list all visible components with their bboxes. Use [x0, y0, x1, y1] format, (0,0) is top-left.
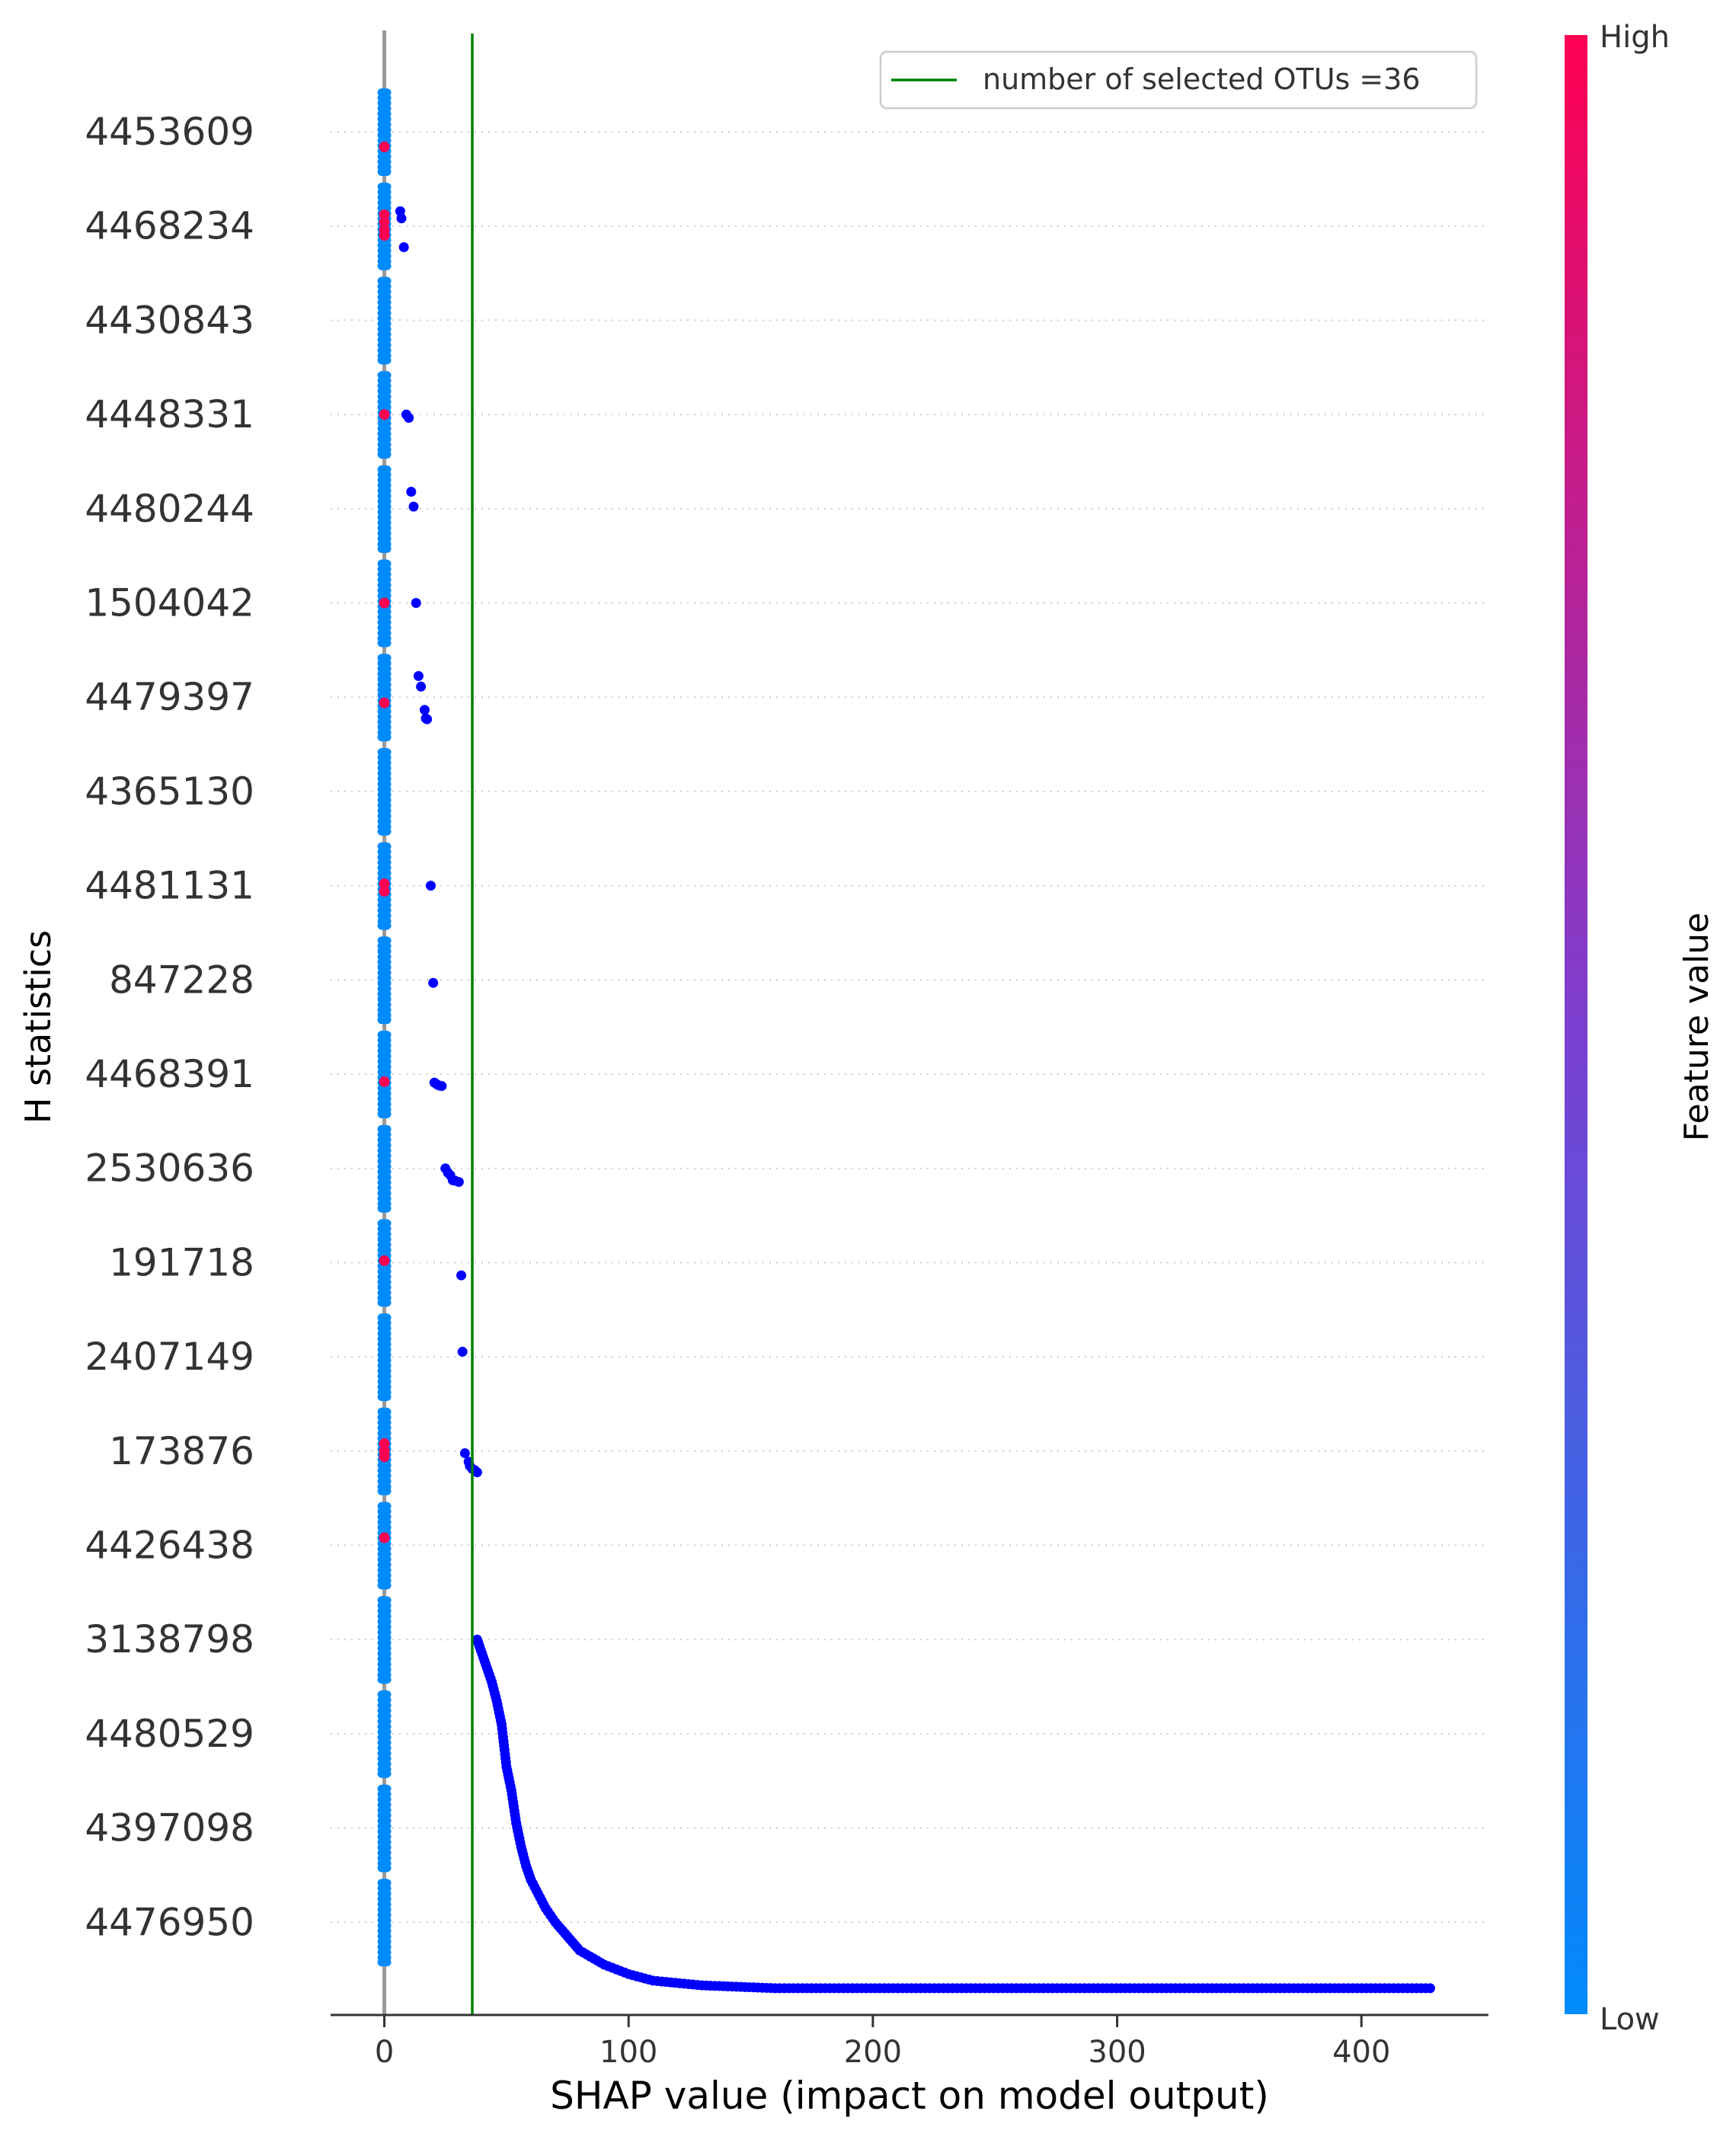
colorbar-low-label: Low	[1600, 2002, 1660, 2037]
point-high-value	[379, 1076, 390, 1087]
point-low-cluster	[377, 1204, 392, 1213]
point-high-value	[379, 141, 390, 152]
y-tick-label: 3138798	[85, 1617, 254, 1661]
point-low-cluster	[377, 1581, 392, 1590]
point-outlier	[404, 413, 414, 424]
point-outlier	[419, 705, 430, 715]
colorbar-high-label: High	[1600, 20, 1670, 55]
y-axis-labels: 4453609 4468234 4430843 4448331 4480244 15040…	[85, 110, 254, 1944]
point-tail	[1424, 1983, 1435, 1994]
point-low-cluster	[377, 921, 392, 930]
point-low-cluster	[377, 1958, 392, 1967]
point-low-cluster	[377, 1675, 392, 1684]
point-high-value	[379, 1255, 390, 1266]
point-low-cluster	[377, 1015, 392, 1025]
point-low-cluster	[377, 1769, 392, 1778]
point-high-value	[379, 697, 390, 708]
point-outlier	[411, 598, 421, 608]
point-outlier	[436, 1081, 447, 1092]
point-low-cluster	[377, 733, 392, 742]
point-outlier	[457, 1346, 468, 1357]
point-outlier	[456, 1270, 467, 1281]
y-tick-label: 4365130	[85, 769, 254, 814]
point-high-value	[379, 1451, 390, 1463]
y-tick-label: 4476950	[85, 1900, 254, 1944]
y-tick-label: 2407149	[85, 1335, 254, 1379]
point-low-cluster	[377, 1110, 392, 1118]
y-tick-label: 4453609	[85, 110, 254, 154]
point-outlier	[425, 881, 436, 891]
y-tick-label: 1504042	[85, 581, 254, 625]
point-outlier	[459, 1448, 470, 1459]
x-tick-label: 0	[375, 2035, 394, 2070]
point-low-cluster	[377, 638, 392, 648]
y-tick-label: 4397098	[85, 1806, 254, 1850]
point-outlier	[428, 977, 439, 988]
point-high-value	[379, 216, 390, 228]
y-tick-label: 191718	[109, 1240, 254, 1284]
point-outlier	[398, 242, 409, 253]
point-low-cluster	[377, 1486, 392, 1495]
point-low-cluster	[377, 168, 392, 176]
y-axis-title: H statistics	[18, 930, 59, 1124]
grid-lines	[331, 131, 1488, 1924]
y-tick-label: 4481131	[85, 864, 254, 908]
y-tick-label: 4468391	[85, 1052, 254, 1096]
y-tick-label: 4468234	[85, 204, 254, 248]
legend-entry-selected-otus: number of selected OTUs =36	[983, 62, 1421, 96]
point-high-value	[379, 1438, 390, 1449]
point-outlier	[413, 670, 424, 681]
colorbar-gradient	[1565, 35, 1587, 2014]
point-high-value	[379, 886, 390, 897]
point-outlier	[422, 714, 433, 724]
x-axis-title: SHAP value (impact on model output)	[550, 2074, 1269, 2118]
y-tick-label: 4430843	[85, 298, 254, 342]
point-low-cluster	[377, 356, 392, 365]
y-tick-label: 4479397	[85, 675, 254, 719]
y-tick-label: 4448331	[85, 392, 254, 437]
point-low-cluster	[377, 261, 392, 270]
x-tick-label: 100	[599, 2035, 657, 2070]
point-low-cluster	[377, 450, 392, 459]
point-low-cluster	[377, 1863, 392, 1873]
colorbar-title: Feature value	[1677, 913, 1716, 1141]
point-high-value	[379, 1532, 390, 1543]
point-outlier	[396, 213, 407, 224]
point-high-value	[379, 878, 390, 890]
y-tick-label: 4480529	[85, 1712, 254, 1756]
y-tick-label: 847228	[109, 958, 254, 1002]
legend: number of selected OTUs =36	[879, 50, 1478, 110]
x-axis-ticks: 0 100 200 300 400	[375, 2015, 1390, 2070]
y-tick-label: 4480244	[85, 487, 254, 531]
colorbar: High Low Feature value	[1565, 20, 1716, 2037]
x-tick-label: 300	[1088, 2035, 1146, 2070]
legend-box	[879, 50, 1478, 110]
point-high-value	[379, 409, 390, 421]
point-outlier	[416, 681, 427, 692]
point-low-cluster	[377, 827, 392, 836]
point-outlier	[453, 1177, 464, 1188]
y-tick-label: 173876	[109, 1429, 254, 1473]
point-low-cluster	[377, 1393, 392, 1402]
y-tick-label: 2530636	[85, 1147, 254, 1191]
y-tick-label: 4426438	[85, 1524, 254, 1568]
x-tick-label: 200	[844, 2035, 902, 2070]
point-low-cluster	[377, 1298, 392, 1307]
x-tick-label: 400	[1332, 2035, 1390, 2070]
point-outlier	[406, 487, 417, 497]
point-outlier	[472, 1467, 482, 1478]
point-high-value	[379, 597, 390, 609]
point-high-value	[379, 230, 390, 241]
point-outlier	[408, 501, 419, 512]
point-low-cluster	[377, 544, 392, 553]
point-high-value	[379, 209, 390, 220]
scatter-points	[377, 88, 1435, 1994]
